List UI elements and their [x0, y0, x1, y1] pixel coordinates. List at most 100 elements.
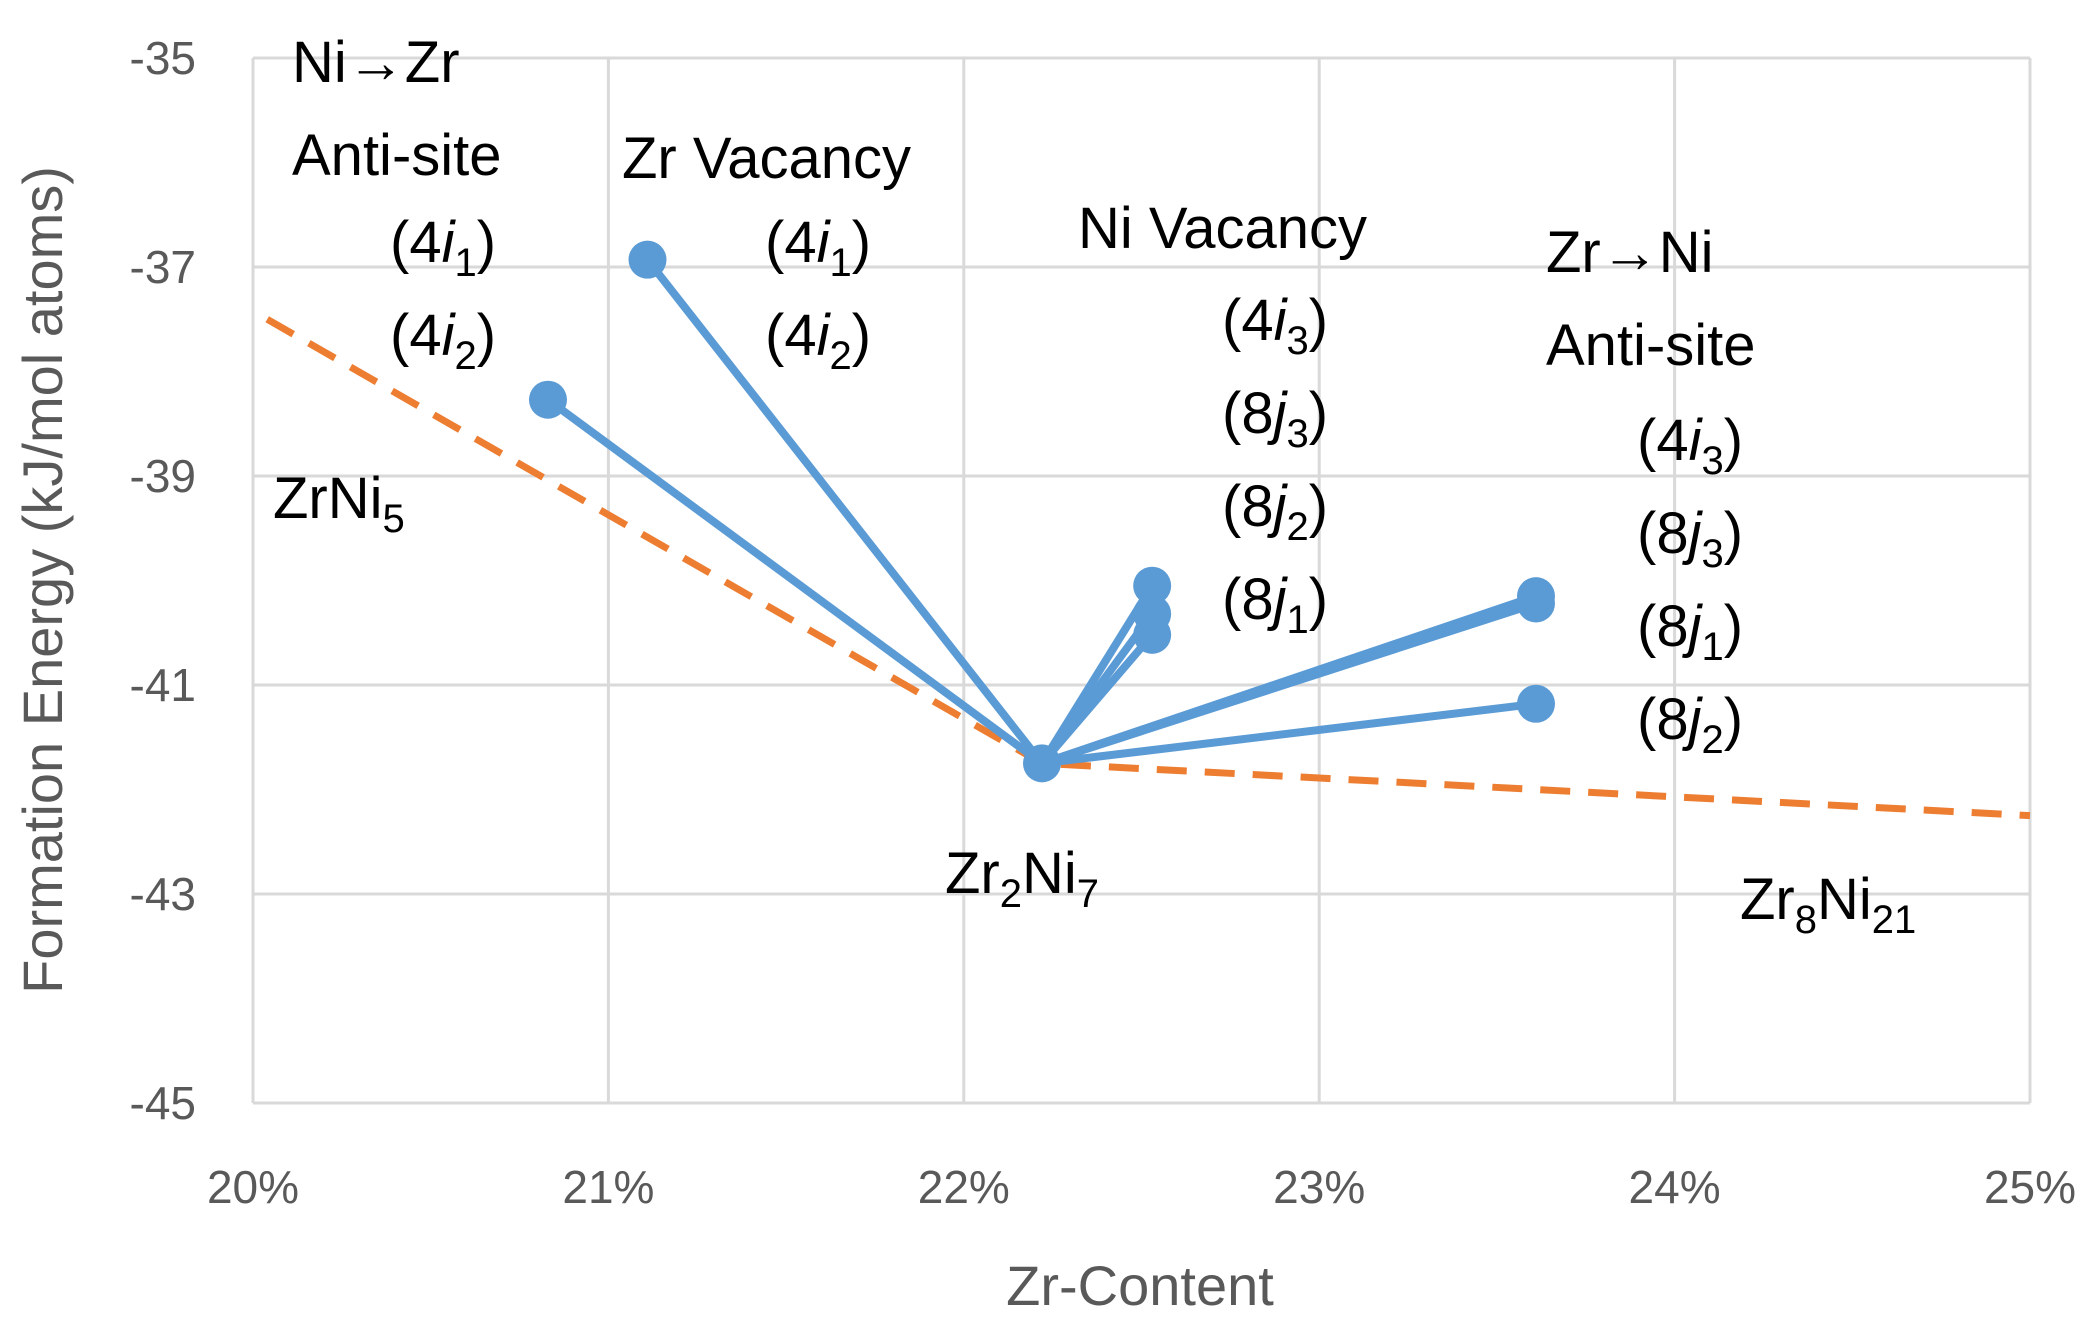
y-tick-label: -45: [130, 1077, 196, 1129]
annotation-segment: i: [442, 210, 457, 275]
annotation-segment: 3: [1286, 319, 1308, 363]
annotation-text: (4i2​): [390, 303, 496, 378]
defect-line: [543, 395, 1046, 768]
annotation-segment: 21: [1872, 898, 1917, 942]
annotation-segment: Ni→Zr: [292, 30, 460, 95]
defect-point: [628, 240, 667, 279]
annotation-text: (4i3​): [1222, 288, 1328, 363]
annotation-text: Ni Vacancy: [1078, 196, 1367, 261]
annotation-text: (4i2​): [765, 303, 871, 378]
annotation-segment: 1: [454, 241, 476, 285]
y-tick-label: -41: [130, 659, 196, 711]
zr2ni7-point: [1022, 744, 1061, 783]
annotation-segment: Zr: [945, 841, 1000, 906]
annotation-segment: ZrNi: [273, 466, 383, 531]
annotation-segment: ): [477, 210, 496, 275]
annotation-segment: Zr Vacancy: [622, 126, 911, 191]
annotation-segment: ): [852, 303, 871, 368]
defect-point: [1516, 684, 1555, 723]
annotation-segment: 2: [1286, 505, 1308, 549]
defect-line: [643, 255, 1046, 768]
annotation-text: Anti-site: [1546, 313, 1756, 378]
annotation-segment: (4: [1222, 288, 1274, 353]
annotation-segment: Anti-site: [292, 123, 502, 188]
annotation-text: Zr Vacancy: [622, 126, 911, 191]
annotation-segment: i: [442, 303, 457, 368]
annotation-segment: 2: [829, 334, 851, 378]
annotation-segment: (8: [1637, 687, 1689, 752]
defect-line: [1037, 599, 1540, 768]
x-tick-label: 25%: [1984, 1161, 2076, 1213]
annotation-text: (8j1​): [1222, 567, 1328, 642]
annotation-text: Zr8​Ni21​: [1740, 867, 1916, 942]
annotation-segment: 1: [1701, 625, 1723, 669]
annotation-text: Zr→Ni: [1546, 220, 1714, 285]
annotation-segment: 7: [1077, 872, 1099, 916]
annotation-text: (8j2​): [1222, 474, 1328, 549]
annotation-segment: (8: [1222, 474, 1274, 539]
annotation-segment: ): [852, 210, 871, 275]
annotation-segment: 3: [1286, 412, 1308, 456]
y-tick-label: -39: [130, 450, 196, 502]
annotation-text: (4i1​): [390, 210, 496, 285]
x-tick-label: 24%: [1629, 1161, 1721, 1213]
y-axis-title: Formation Energy (kJ/mol atoms): [11, 166, 74, 994]
annotation-text: Zr2​Ni7​: [945, 841, 1099, 916]
annotation-segment: i: [817, 210, 832, 275]
y-tick-label: -35: [130, 32, 196, 84]
annotation-segment: 3: [1701, 439, 1723, 483]
defect-point: [1133, 615, 1172, 654]
y-tick-label: -43: [130, 868, 196, 920]
annotation-segment: 2: [1701, 718, 1723, 762]
annotation-segment: Ni: [1022, 841, 1077, 906]
annotation-text: (8j1​): [1637, 594, 1743, 669]
annotation-segment: (4: [765, 303, 817, 368]
y-tick-label: -37: [130, 241, 196, 293]
annotation-text: ZrNi5​: [273, 466, 405, 541]
annotation-segment: (4: [390, 210, 442, 275]
annotation-segment: ): [1724, 501, 1743, 566]
annotation-segment: ): [1724, 594, 1743, 659]
annotation-segment: 2: [454, 334, 476, 378]
annotation-segment: 3: [1701, 532, 1723, 576]
annotation-segment: (4: [1637, 408, 1689, 473]
annotation-segment: (8: [1637, 501, 1689, 566]
x-tick-label: 22%: [918, 1161, 1010, 1213]
annotation-text: (8j3​): [1637, 501, 1743, 576]
annotation-segment: i: [817, 303, 832, 368]
annotation-segment: 1: [1286, 598, 1308, 642]
annotation-segment: 1: [829, 241, 851, 285]
defect-point: [1133, 566, 1172, 605]
x-tick-label: 20%: [207, 1161, 299, 1213]
annotation-text: (8j2​): [1637, 687, 1743, 762]
annotation-segment: ): [1724, 408, 1743, 473]
annotation-segment: Anti-site: [1546, 313, 1756, 378]
annotation-segment: 2: [1000, 872, 1022, 916]
annotation-segment: 5: [383, 497, 405, 541]
annotation-segment: (4: [390, 303, 442, 368]
x-tick-label: 23%: [1273, 1161, 1365, 1213]
annotation-segment: 8: [1795, 898, 1817, 942]
annotation-segment: ): [1309, 288, 1328, 353]
defect-point: [528, 380, 567, 419]
annotation-text: Anti-site: [292, 123, 502, 188]
annotation-segment: ): [1309, 381, 1328, 446]
annotation-segment: ): [477, 303, 496, 368]
annotation-segment: ): [1724, 687, 1743, 752]
annotation-segment: (4: [765, 210, 817, 275]
annotation-text: (4i1​): [765, 210, 871, 285]
annotation-segment: Ni: [1817, 867, 1872, 932]
x-tick-label: 21%: [562, 1161, 654, 1213]
annotation-text: Ni→Zr: [292, 30, 460, 95]
annotation-segment: i: [1689, 408, 1704, 473]
annotation-segment: (8: [1637, 594, 1689, 659]
annotation-text: (8j3​): [1222, 381, 1328, 456]
defect-line: [1037, 699, 1540, 768]
annotation-segment: ): [1309, 567, 1328, 632]
annotation-segment: i: [1274, 288, 1289, 353]
annotation-segment: Ni Vacancy: [1078, 196, 1367, 261]
annotation-segment: ): [1309, 474, 1328, 539]
annotation-segment: (8: [1222, 381, 1274, 446]
